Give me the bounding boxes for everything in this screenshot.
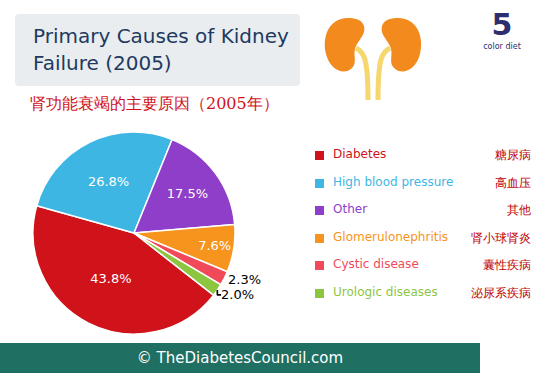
html-text:High blood pressure: High blood pressure [333, 174, 454, 189]
html-text:Other: Other [333, 202, 368, 216]
svg-text:2.3%: 2.3% [228, 272, 261, 287]
html-text:color diet: color diet [483, 42, 521, 51]
html-text:其他: 其他 [507, 203, 531, 217]
html-text:© TheDiabetesCouncil.com: © TheDiabetesCouncil.com [136, 349, 344, 367]
html-text:Urologic diseases: Urologic diseases [333, 284, 438, 299]
html-text:Cystic disease: Cystic disease [333, 257, 419, 271]
html-text:肾小球肾炎: 肾小球肾炎 [471, 230, 531, 245]
html-text:囊性疾病: 囊性疾病 [483, 258, 531, 272]
html-text:Diabetes: Diabetes [333, 147, 387, 161]
html-text:糖尿病: 糖尿病 [495, 148, 531, 162]
svg-text:17.5%: 17.5% [167, 186, 208, 201]
html-text:Glomerulonephritis: Glomerulonephritis [333, 229, 448, 244]
html-text:Primary Causes of Kidney Failu: Primary Causes of Kidney Failure (2005) [33, 24, 289, 75]
svg-text:2.0%: 2.0% [221, 287, 254, 302]
svg-text:43.8%: 43.8% [90, 271, 131, 286]
html-text:高血压: 高血压 [495, 175, 531, 190]
html-text:泌尿系疾病: 泌尿系疾病 [471, 285, 531, 300]
svg-text:7.6%: 7.6% [198, 238, 231, 253]
html-text:5: 5 [491, 7, 513, 42]
html-text:肾功能衰竭的主要原因（2005年）: 肾功能衰竭的主要原因（2005年） [30, 94, 279, 113]
svg-text:26.8%: 26.8% [88, 174, 129, 189]
